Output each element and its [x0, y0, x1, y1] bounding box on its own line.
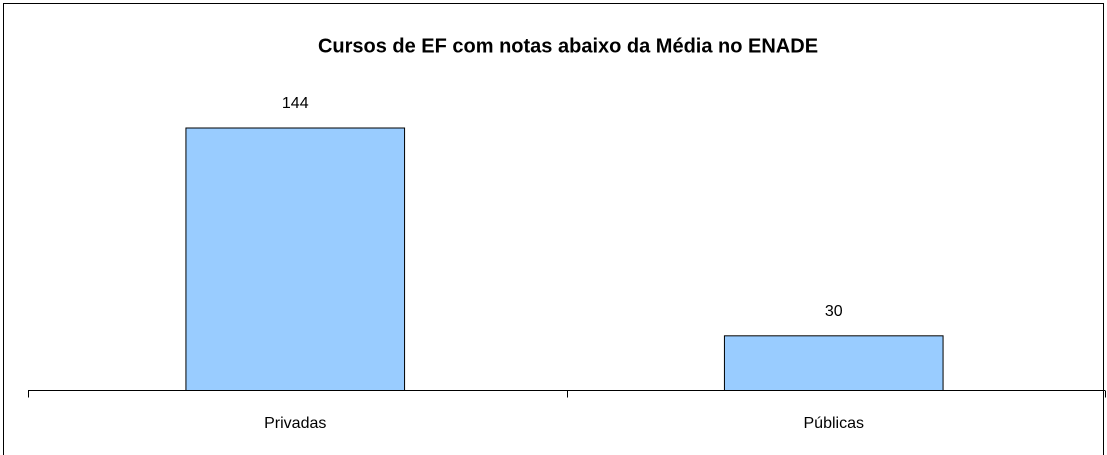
- data-label: 30: [825, 303, 843, 320]
- x-tick-label: Públicas: [804, 415, 864, 432]
- data-label: 144: [282, 95, 309, 112]
- bar: [723, 335, 944, 391]
- x-tick-label: Privadas: [264, 415, 326, 432]
- chart-title: Cursos de EF com notas abaixo da Média n…: [318, 35, 818, 57]
- bar: [185, 127, 406, 391]
